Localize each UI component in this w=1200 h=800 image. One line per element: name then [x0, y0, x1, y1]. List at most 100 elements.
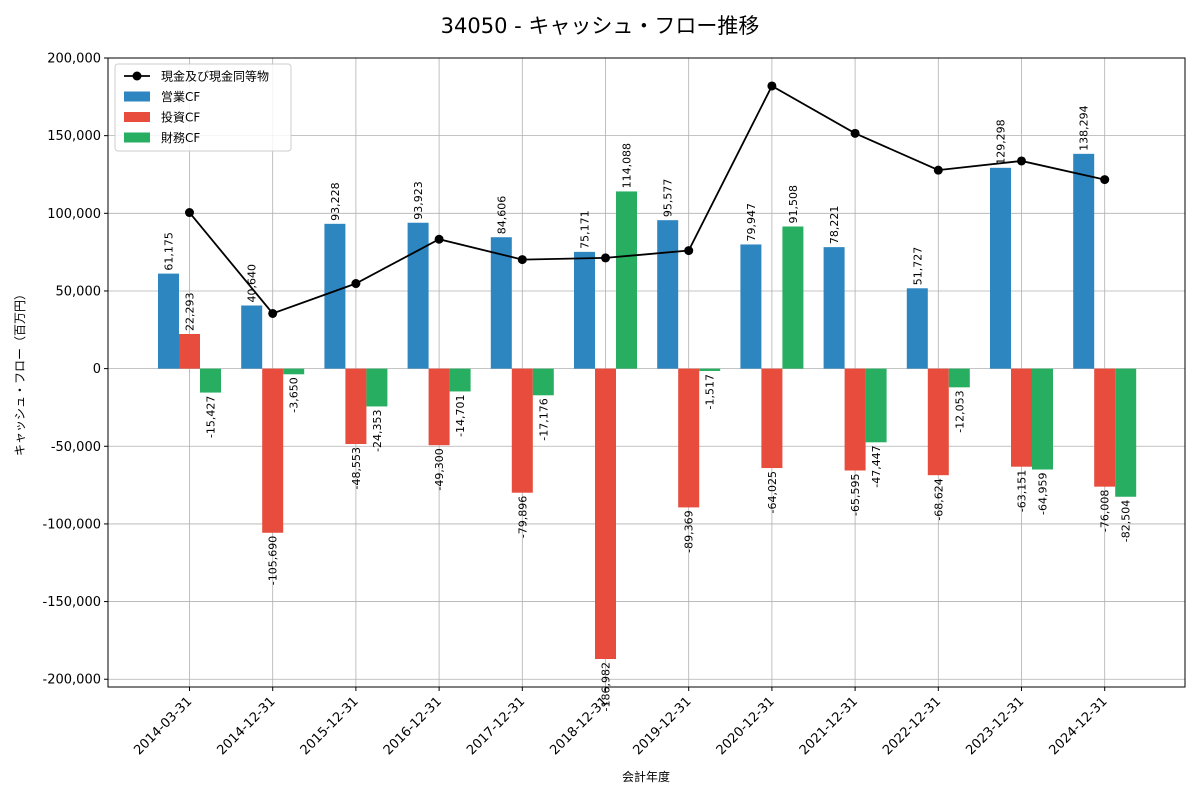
- bar-営業CF-2014-03-31: [158, 273, 179, 369]
- bar-value-label: -105,690: [267, 536, 280, 585]
- y-tick-label: -200,000: [43, 673, 101, 688]
- y-tick-label: -150,000: [43, 595, 101, 610]
- bar-labels-layer: 61,175 40,640 93,228 93,923 84,606 75,171 95,5…: [163, 105, 1133, 711]
- bar-財務CF-2017-12-31: [532, 368, 554, 396]
- bar-value-label: 51,727: [911, 247, 924, 286]
- cash-line-point-2018-12-31: [601, 253, 610, 263]
- y-axis-label: キャッシュ・フロー（百万円）: [13, 288, 27, 456]
- bar-営業CF-2019-12-31: [657, 220, 679, 369]
- bar-value-label: 84,606: [495, 196, 508, 235]
- bar-value-label: -14,701: [454, 394, 467, 436]
- legend-swatch-財務CF: [124, 132, 150, 143]
- cash-line-point-2014-12-31: [268, 308, 278, 318]
- legend-label: 財務CF: [161, 130, 200, 145]
- cash-line-point-2024-12-31: [1100, 175, 1110, 185]
- cash-line-point-2016-12-31: [434, 234, 444, 244]
- bar-value-label: -79,896: [516, 496, 529, 538]
- cash-line-point-2019-12-31: [684, 246, 694, 256]
- legend-swatch-marker: [132, 71, 142, 81]
- bar-value-label: -65,595: [849, 473, 862, 515]
- bar-value-label: 40,640: [246, 264, 259, 303]
- bar-value-label: -15,427: [205, 396, 218, 438]
- bar-value-label: -48,553: [350, 447, 363, 489]
- bar-財務CF-2022-12-31: [948, 368, 970, 388]
- bar-value-label: 138,294: [1078, 105, 1091, 151]
- bar-営業CF-2021-12-31: [823, 247, 845, 369]
- bar-営業CF-2018-12-31: [574, 251, 595, 369]
- bar-value-label: -64,959: [1037, 473, 1050, 515]
- bar-value-label: 61,175: [163, 232, 176, 271]
- bar-value-label: 75,171: [579, 210, 592, 249]
- bar-value-label: -47,447: [870, 445, 883, 487]
- y-tick-label: 100,000: [47, 207, 101, 222]
- bar-財務CF-2024-12-31: [1115, 368, 1137, 497]
- bar-value-label: -63,151: [1016, 470, 1029, 512]
- x-axis-label: 会計年度: [622, 769, 670, 784]
- bar-投資CF-2014-12-31: [262, 368, 284, 533]
- bars-layer: [158, 153, 1137, 660]
- y-tick-label: 200,000: [47, 52, 101, 67]
- bar-営業CF-2015-12-31: [324, 223, 346, 369]
- bar-value-label: 22,293: [184, 292, 197, 331]
- bar-営業CF-2020-12-31: [740, 244, 762, 369]
- bar-営業CF-2016-12-31: [407, 222, 429, 369]
- bar-value-label: -64,025: [766, 471, 779, 513]
- y-tick-label: -100,000: [43, 517, 101, 532]
- bar-value-label: -3,650: [288, 377, 301, 412]
- bar-value-label: -76,008: [1099, 490, 1112, 532]
- bar-財務CF-2021-12-31: [865, 368, 887, 443]
- cash-line-point-2020-12-31: [767, 81, 777, 91]
- bar-財務CF-2019-12-31: [699, 368, 721, 371]
- cash-line-point-2017-12-31: [517, 255, 527, 265]
- legend-label: 営業CF: [161, 90, 200, 104]
- bar-投資CF-2017-12-31: [511, 368, 533, 493]
- bar-投資CF-2024-12-31: [1094, 368, 1116, 487]
- bar-投資CF-2015-12-31: [345, 368, 367, 445]
- cash-line-point-2023-12-31: [1017, 156, 1026, 166]
- plot-frame: [107, 57, 1186, 688]
- bar-営業CF-2024-12-31: [1073, 153, 1095, 369]
- bar-value-label: -82,504: [1120, 500, 1133, 542]
- legend-swatch-営業CF: [124, 91, 150, 102]
- legend-box: [114, 63, 292, 152]
- bar-投資CF-2023-12-31: [1011, 368, 1032, 467]
- legend-swatch-投資CF: [124, 112, 150, 122]
- bar-投資CF-2014-03-31: [179, 333, 200, 369]
- cash-line-point-2015-12-31: [351, 279, 361, 289]
- bar-財務CF-2020-12-31: [782, 226, 804, 369]
- bar-value-label: -49,300: [433, 448, 446, 490]
- bar-投資CF-2022-12-31: [927, 368, 949, 476]
- bar-投資CF-2018-12-31: [595, 368, 616, 660]
- bar-value-label: -89,369: [683, 510, 696, 552]
- bar-財務CF-2014-03-31: [200, 368, 221, 393]
- bar-営業CF-2017-12-31: [490, 237, 512, 369]
- bar-value-label: -24,353: [371, 409, 384, 451]
- cash-line-point-2021-12-31: [850, 128, 860, 138]
- legend-label: 投資CF: [161, 110, 200, 125]
- bar-財務CF-2014-12-31: [283, 368, 305, 375]
- y-tick-label: 150,000: [47, 129, 101, 144]
- bar-value-label: -17,176: [537, 398, 550, 440]
- bar-value-label: 78,221: [828, 206, 841, 245]
- bar-value-label: 93,228: [329, 182, 342, 221]
- chart-title: 34050 - キャッシュ・フロー推移: [441, 14, 760, 38]
- bar-財務CF-2023-12-31: [1032, 368, 1053, 470]
- bar-value-label: 114,088: [621, 143, 634, 189]
- bar-投資CF-2021-12-31: [844, 368, 866, 471]
- bar-value-label: -68,624: [932, 478, 945, 520]
- bar-value-label: -1,517: [704, 374, 717, 409]
- bar-営業CF-2022-12-31: [906, 288, 928, 369]
- y-tick-label: -50,000: [51, 440, 101, 455]
- legend-label: 現金及び現金同等物: [161, 69, 269, 84]
- bar-value-label: 95,577: [662, 179, 675, 218]
- cash-line-point-2014-03-31: [185, 208, 194, 218]
- y-tick-label: 0: [93, 362, 101, 377]
- bar-投資CF-2020-12-31: [761, 368, 783, 469]
- cash-line-point-2022-12-31: [933, 165, 943, 175]
- bar-財務CF-2018-12-31: [616, 191, 637, 369]
- bar-投資CF-2019-12-31: [678, 368, 700, 508]
- bar-value-label: 91,508: [787, 185, 800, 224]
- y-axis-ticks: -200,000 -150,000 -100,000 -50,000 0 50,000 10…: [43, 52, 108, 688]
